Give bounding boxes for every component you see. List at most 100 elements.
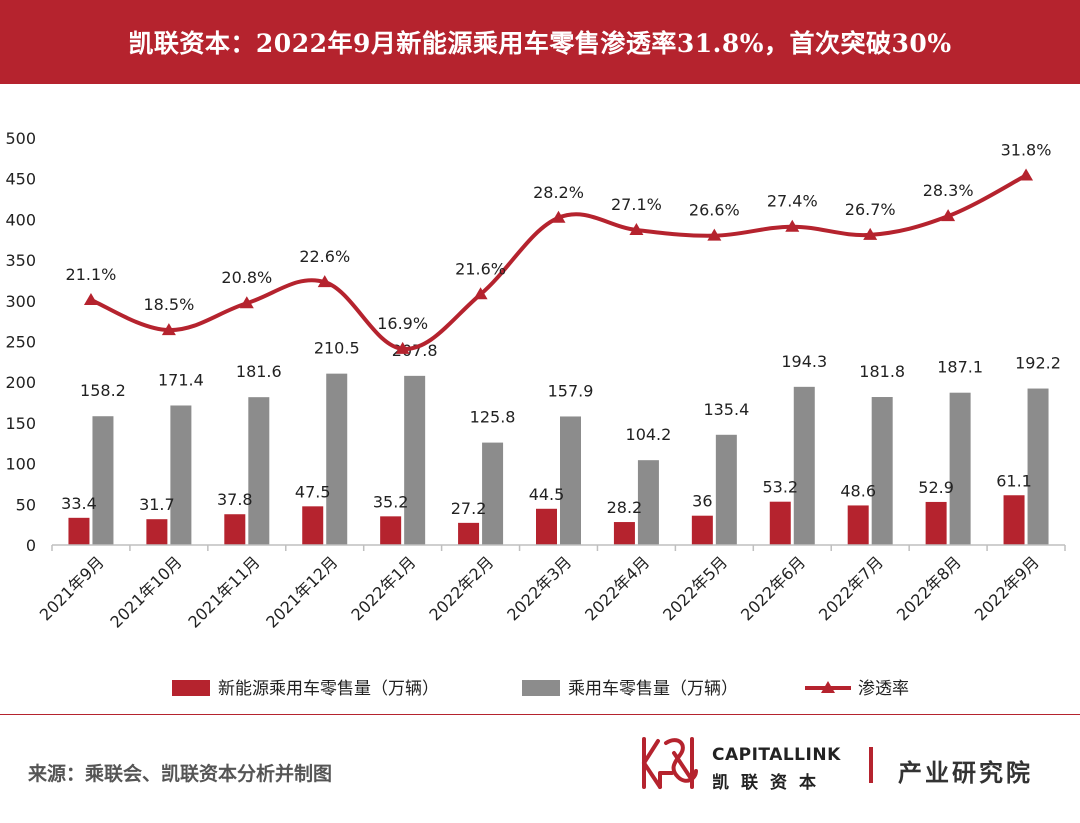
x-tick-label: 2022年4月 [581, 552, 653, 624]
bar-nev-sales [614, 522, 635, 545]
penetration-label: 27.1% [611, 195, 662, 214]
bar-nev-sales [302, 506, 323, 545]
penetration-label: 21.1% [66, 265, 117, 284]
bar-total-sales [404, 376, 425, 545]
x-tick-label: 2021年12月 [262, 552, 341, 631]
penetration-line-series: 21.1% 18.5% 20.8% 22.6% 16.9% 21.6% 28.2% 27.1%… [66, 140, 1052, 353]
bar-nev-sales [458, 523, 479, 545]
bar-total-sales [872, 397, 893, 545]
bar-nev-sales [146, 519, 167, 545]
penetration-label: 20.8% [221, 268, 272, 287]
legend: 新能源乘用车零售量（万辆） 乘用车零售量（万辆） 渗透率 [172, 679, 909, 699]
source-note: 来源：乘联会、凯联资本分析并制图 [28, 759, 332, 786]
y-tick-label: 50 [16, 495, 36, 514]
capitallink-logo-icon [636, 733, 704, 795]
nev-sales-label: 36 [692, 492, 712, 511]
bar-total-sales [794, 387, 815, 545]
total-sales-label: 104.2 [626, 425, 672, 444]
total-sales-label: 181.6 [236, 362, 282, 381]
bar-total-sales [560, 416, 581, 545]
nev-sales-label: 35.2 [373, 492, 409, 511]
nev-sales-label: 48.6 [840, 481, 876, 500]
bar-nev-sales [848, 505, 869, 545]
x-tick-label: 2022年1月 [347, 552, 419, 624]
bar-nev-sales [224, 514, 245, 545]
penetration-label: 21.6% [455, 259, 506, 278]
nev-sales-label: 31.7 [139, 495, 175, 514]
y-tick-label: 150 [5, 414, 36, 433]
legend-label-nev: 新能源乘用车零售量（万辆） [218, 679, 439, 699]
bar-total-sales [170, 405, 191, 545]
penetration-label: 27.4% [767, 192, 818, 211]
bar-nev-sales [380, 516, 401, 545]
total-sales-label: 171.4 [158, 370, 204, 389]
nev-sales-label: 33.4 [61, 494, 97, 513]
x-tick-label: 2022年5月 [659, 552, 731, 624]
y-tick-label: 200 [5, 373, 36, 392]
x-tick-label: 2022年6月 [737, 552, 809, 624]
brand-name-cn: 凯联资本 [712, 768, 828, 793]
brand-separator [869, 747, 873, 783]
penetration-label: 28.3% [923, 181, 974, 200]
bar-nev-sales [68, 518, 89, 545]
penetration-label: 31.8% [1001, 140, 1052, 159]
y-tick-label: 400 [5, 210, 36, 229]
y-tick-label: 250 [5, 333, 36, 352]
y-tick-label: 450 [5, 170, 36, 189]
nev-sales-label: 44.5 [529, 485, 565, 504]
department-name: 产业研究院 [898, 753, 1033, 788]
total-sales-label: 158.2 [80, 381, 126, 400]
y-tick-label: 100 [5, 455, 36, 474]
total-sales-label: 192.2 [1015, 354, 1061, 373]
bar-nev-sales [770, 502, 791, 545]
combo-chart: 0 50 100 150 200 250 300 350 400 450 500 33.4 158.2… [0, 84, 1080, 714]
x-tick-label: 2022年9月 [971, 552, 1043, 624]
nev-sales-label: 52.9 [918, 478, 954, 497]
nev-sales-label: 47.5 [295, 482, 331, 501]
title-banner: 凯联资本：2022年9月新能源乘用车零售渗透率31.8%，首次突破30% [0, 0, 1080, 84]
x-tick-label: 2021年9月 [36, 552, 108, 624]
nev-sales-label: 53.2 [762, 478, 798, 497]
nev-sales-label: 37.8 [217, 490, 253, 509]
total-sales-label: 187.1 [937, 358, 983, 377]
y-tick-label: 350 [5, 251, 36, 270]
total-sales-label: 157.9 [548, 381, 594, 400]
total-sales-label: 135.4 [703, 400, 749, 419]
penetration-label: 26.7% [845, 200, 896, 219]
nev-sales-label: 27.2 [451, 499, 487, 518]
brand-name-en: CAPITALLINK [712, 745, 841, 765]
penetration-label: 26.6% [689, 201, 740, 220]
bar-total-sales [248, 397, 269, 545]
legend-label-penetration: 渗透率 [858, 679, 909, 699]
penetration-label: 28.2% [533, 183, 584, 202]
x-tick-label: 2022年7月 [815, 552, 887, 624]
bar-nev-sales [1004, 495, 1025, 545]
total-sales-label: 181.8 [859, 362, 905, 381]
bar-total-sales [326, 374, 347, 545]
x-tick-label: 2021年10月 [106, 552, 185, 631]
nev-sales-label: 61.1 [996, 471, 1032, 490]
legend-label-total: 乘用车零售量（万辆） [568, 679, 738, 699]
penetration-marker [84, 293, 98, 305]
total-sales-label: 210.5 [314, 339, 360, 358]
penetration-marker [1019, 168, 1033, 180]
penetration-label: 22.6% [299, 247, 350, 266]
y-axis: 050100150200250300350400450500 [5, 129, 36, 555]
penetration-label: 18.5% [143, 295, 194, 314]
bar-nev-sales [536, 509, 557, 545]
footer: 来源：乘联会、凯联资本分析并制图 CAPITALLINK 凯联资本 产业研究院 [0, 715, 1080, 823]
x-tick-label: 2022年2月 [425, 552, 497, 624]
total-sales-label: 125.8 [470, 408, 516, 427]
bar-total-sales [950, 393, 971, 545]
bar-nev-sales [692, 516, 713, 545]
chart-title: 凯联资本：2022年9月新能源乘用车零售渗透率31.8%，首次突破30% [128, 24, 951, 60]
total-sales-label: 194.3 [781, 352, 827, 371]
bar-total-sales [716, 435, 737, 545]
bar-total-sales [92, 416, 113, 545]
legend-swatch-nev [172, 680, 210, 696]
x-tick-label: 2022年3月 [503, 552, 575, 624]
penetration-label: 16.9% [377, 314, 428, 333]
bar-total-sales [1028, 389, 1049, 545]
y-tick-label: 500 [5, 129, 36, 148]
